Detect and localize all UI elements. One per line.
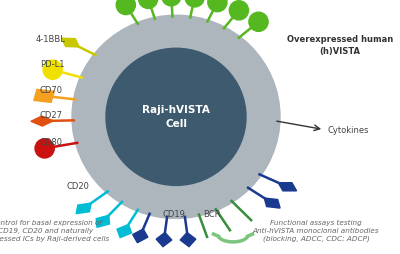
Polygon shape [180,232,196,247]
Text: CD80: CD80 [40,138,63,147]
Polygon shape [96,215,110,227]
Ellipse shape [138,0,158,8]
Ellipse shape [116,0,136,14]
Polygon shape [264,198,280,208]
Polygon shape [156,232,172,247]
Ellipse shape [35,139,54,158]
Text: 4-1BBL: 4-1BBL [36,35,66,44]
Text: BCR: BCR [203,210,221,219]
Ellipse shape [106,48,246,185]
Ellipse shape [208,0,227,12]
Text: Functional assays testing
Anti-hVISTA monoclonal antibodies
(blocking, ADCC, CDC: Functional assays testing Anti-hVISTA mo… [253,220,379,243]
Polygon shape [76,203,91,214]
Text: CD20: CD20 [66,182,90,191]
Text: CD27: CD27 [40,111,63,120]
Text: CD19: CD19 [162,210,186,219]
Polygon shape [117,225,132,238]
Polygon shape [278,183,296,191]
Text: Cytokines: Cytokines [328,126,370,135]
Polygon shape [34,89,54,102]
Ellipse shape [43,60,62,79]
Polygon shape [62,38,79,47]
Ellipse shape [185,0,204,7]
Text: Control for basal expression of
CD19, CD20 and naturally
expressed ICs by Raji-d: Control for basal expression of CD19, CD… [0,220,109,242]
Polygon shape [133,229,148,243]
Polygon shape [31,116,53,126]
Text: Overexpressed human
(h)VISTA: Overexpressed human (h)VISTA [287,35,393,56]
Ellipse shape [229,1,248,20]
Ellipse shape [72,15,280,218]
Ellipse shape [162,0,181,6]
Text: Raji-hVISTA
Cell: Raji-hVISTA Cell [142,105,210,129]
Ellipse shape [249,12,268,31]
Text: PD-L1: PD-L1 [40,60,64,69]
Text: CD70: CD70 [40,86,63,95]
